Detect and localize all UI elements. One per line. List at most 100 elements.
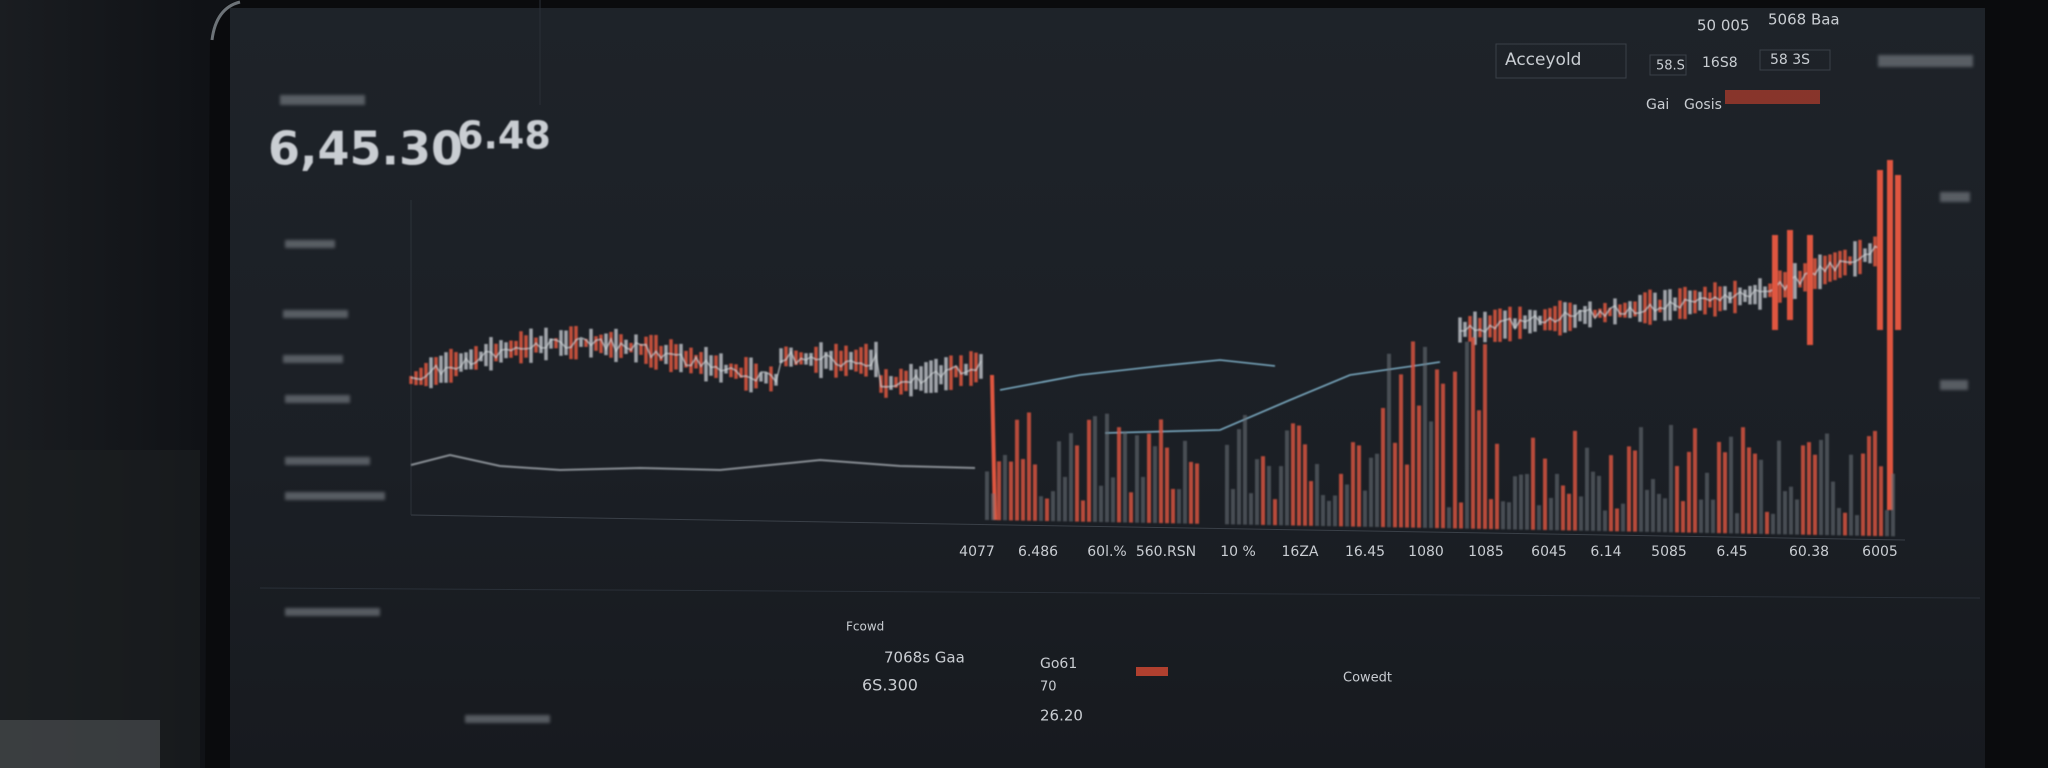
volume-bar <box>1387 353 1391 528</box>
stat-title: 7068s Gaa <box>884 649 965 667</box>
volume-bar <box>1357 445 1361 527</box>
volume-bar <box>1465 341 1469 529</box>
volume-bar <box>1747 447 1751 534</box>
volume-bar <box>1135 435 1139 523</box>
volume-bar <box>1051 491 1055 522</box>
indicator-line <box>999 359 1276 391</box>
volume-bar <box>1189 461 1193 524</box>
volume-bar <box>991 493 995 521</box>
chart-baseline <box>410 514 1906 541</box>
volume-bar <box>1375 453 1379 528</box>
volume-bar <box>1621 503 1625 532</box>
right-label: Cowedt <box>1343 671 1392 686</box>
blur-label <box>285 457 370 465</box>
volume-bar <box>1099 485 1103 523</box>
volume-bar <box>1141 476 1145 523</box>
volume-bar <box>1627 446 1631 532</box>
x-label: 60l.% <box>1087 544 1126 560</box>
blur-label <box>283 310 348 318</box>
x-label: 6.14 <box>1590 544 1621 560</box>
x-label: 10 % <box>1220 544 1256 560</box>
volume-bar <box>1537 505 1541 530</box>
volume-bar <box>1195 463 1199 524</box>
volume-bar <box>1657 493 1661 533</box>
volume-bar <box>1477 410 1481 529</box>
blur-label <box>283 355 343 363</box>
volume-bar <box>1723 452 1727 534</box>
volume-bar <box>1111 477 1115 523</box>
blur-label <box>285 608 380 616</box>
chart-decoration <box>409 160 1901 537</box>
indicator <box>1725 90 1820 104</box>
volume-bar <box>1831 481 1835 536</box>
volume-bar <box>1735 513 1739 534</box>
volume-bar <box>1573 430 1577 531</box>
volume-bar <box>1681 501 1685 533</box>
volume-bar <box>1309 481 1313 526</box>
volume-bar <box>1105 413 1109 523</box>
volume-bar <box>1543 458 1547 531</box>
volume-bar <box>1687 451 1691 533</box>
volume-bar <box>1009 461 1013 521</box>
x-label: 4077 <box>959 544 995 560</box>
screen <box>230 8 1985 768</box>
volume-bar <box>1861 453 1865 536</box>
volume-bar <box>1795 499 1799 535</box>
volume-bar <box>1081 500 1085 522</box>
volume-bar <box>1339 473 1343 527</box>
volume-bar <box>1435 369 1439 529</box>
volume-bar <box>1429 421 1433 528</box>
screen-text: 6,45.30 6.48 Acceyold 50 005 5068 Baa 58… <box>268 11 1898 725</box>
volume-bar <box>1585 447 1589 531</box>
volume-bar <box>1555 473 1559 531</box>
volume-bar <box>1867 436 1871 536</box>
volume-bar <box>1645 489 1649 532</box>
volume-bar <box>1813 454 1817 535</box>
volume-bar <box>1843 512 1847 536</box>
desk-object <box>0 720 160 768</box>
volume-bar <box>1315 464 1319 526</box>
volume-bar <box>1447 507 1451 529</box>
volume-bar <box>1495 443 1499 530</box>
panel-label: Acceyold <box>1505 50 1581 70</box>
x-label: 6.45 <box>1716 544 1747 560</box>
cell: 16S8 <box>1702 55 1738 71</box>
volume-bar <box>1873 430 1877 536</box>
blurred-labels <box>280 55 1973 723</box>
volume-bar <box>1561 485 1565 531</box>
volume-bar <box>1171 488 1175 524</box>
volume-bar <box>1825 433 1829 536</box>
volume-bar <box>1507 502 1511 530</box>
volume-bar <box>1045 498 1049 522</box>
volume-bar <box>1351 442 1355 527</box>
volume-bar <box>1729 436 1733 534</box>
volume-bar <box>1123 431 1127 523</box>
volume-bar <box>1717 441 1721 534</box>
cell-box <box>1649 54 1687 76</box>
volume-bar <box>1027 412 1031 521</box>
volume-bar <box>1441 383 1445 529</box>
volume-bar <box>1819 439 1823 536</box>
tab[interactable]: Gosis <box>1684 97 1722 113</box>
volume-bar <box>1075 445 1079 522</box>
x-label: 5085 <box>1651 544 1687 560</box>
volume-bar <box>1519 474 1523 530</box>
tab[interactable]: Gai <box>1646 97 1669 113</box>
volume-bar <box>1837 507 1841 536</box>
volume-bar <box>1003 454 1007 521</box>
volume-bar <box>1609 455 1613 532</box>
volume-bar <box>1579 496 1583 531</box>
volume-bar <box>1597 475 1601 532</box>
volume-bar <box>1363 490 1367 527</box>
blur-label <box>285 492 385 500</box>
volume-bar <box>1417 405 1421 528</box>
volume-bar <box>1261 456 1265 525</box>
volume-bar <box>1159 419 1163 524</box>
volume-bar <box>1039 496 1043 521</box>
volume-bar <box>1087 419 1091 522</box>
volume-bar <box>1879 466 1883 537</box>
volume-bar <box>1237 429 1241 525</box>
volume-bar <box>1165 447 1169 524</box>
volume-bar <box>1399 374 1403 528</box>
